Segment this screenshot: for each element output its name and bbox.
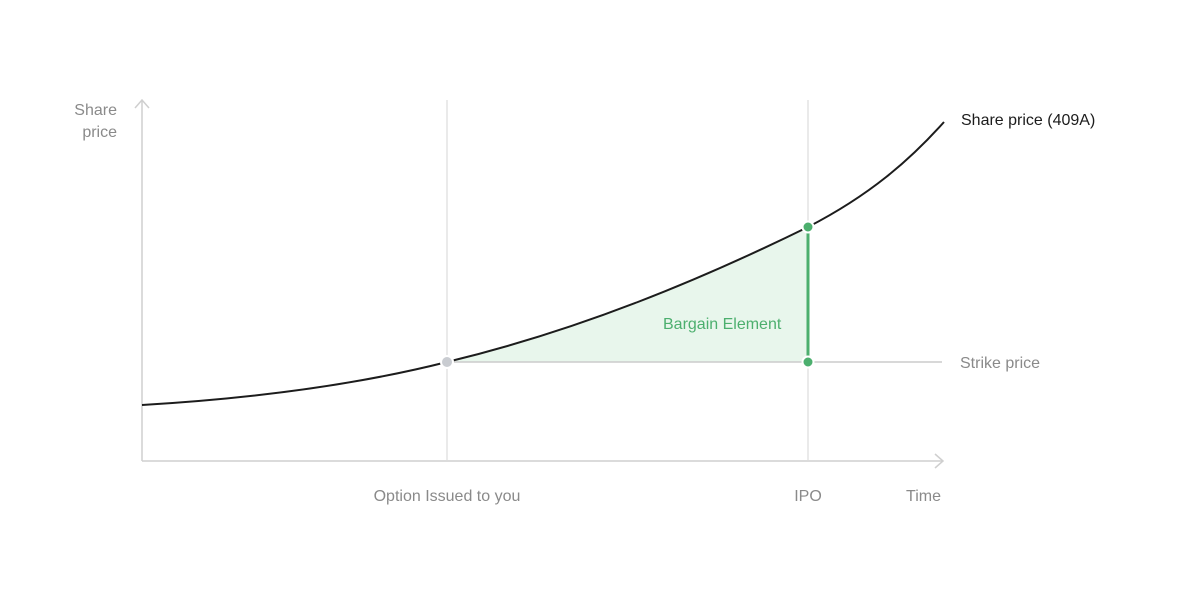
ipo-share-price-marker bbox=[801, 220, 815, 234]
bargain-element-area bbox=[447, 227, 808, 362]
share-price-curve bbox=[141, 121, 945, 406]
ipo-label: IPO bbox=[794, 488, 822, 505]
strike-price-label: Strike price bbox=[960, 355, 1040, 372]
bargain-element-label: Bargain Element bbox=[663, 316, 782, 333]
y-axis-label-line-2: price bbox=[82, 124, 117, 141]
option-issued-marker bbox=[440, 355, 454, 369]
option-issued-label: Option Issued to you bbox=[374, 488, 521, 505]
y-axis-arrow bbox=[134, 98, 150, 109]
share-price-curve-label: Share price (409A) bbox=[961, 112, 1095, 129]
y-axis-label-line-1: Share bbox=[74, 102, 117, 119]
x-axis-label: Time bbox=[906, 488, 941, 505]
ipo-strike-price-marker bbox=[801, 355, 815, 369]
x-axis-arrow bbox=[934, 453, 945, 469]
